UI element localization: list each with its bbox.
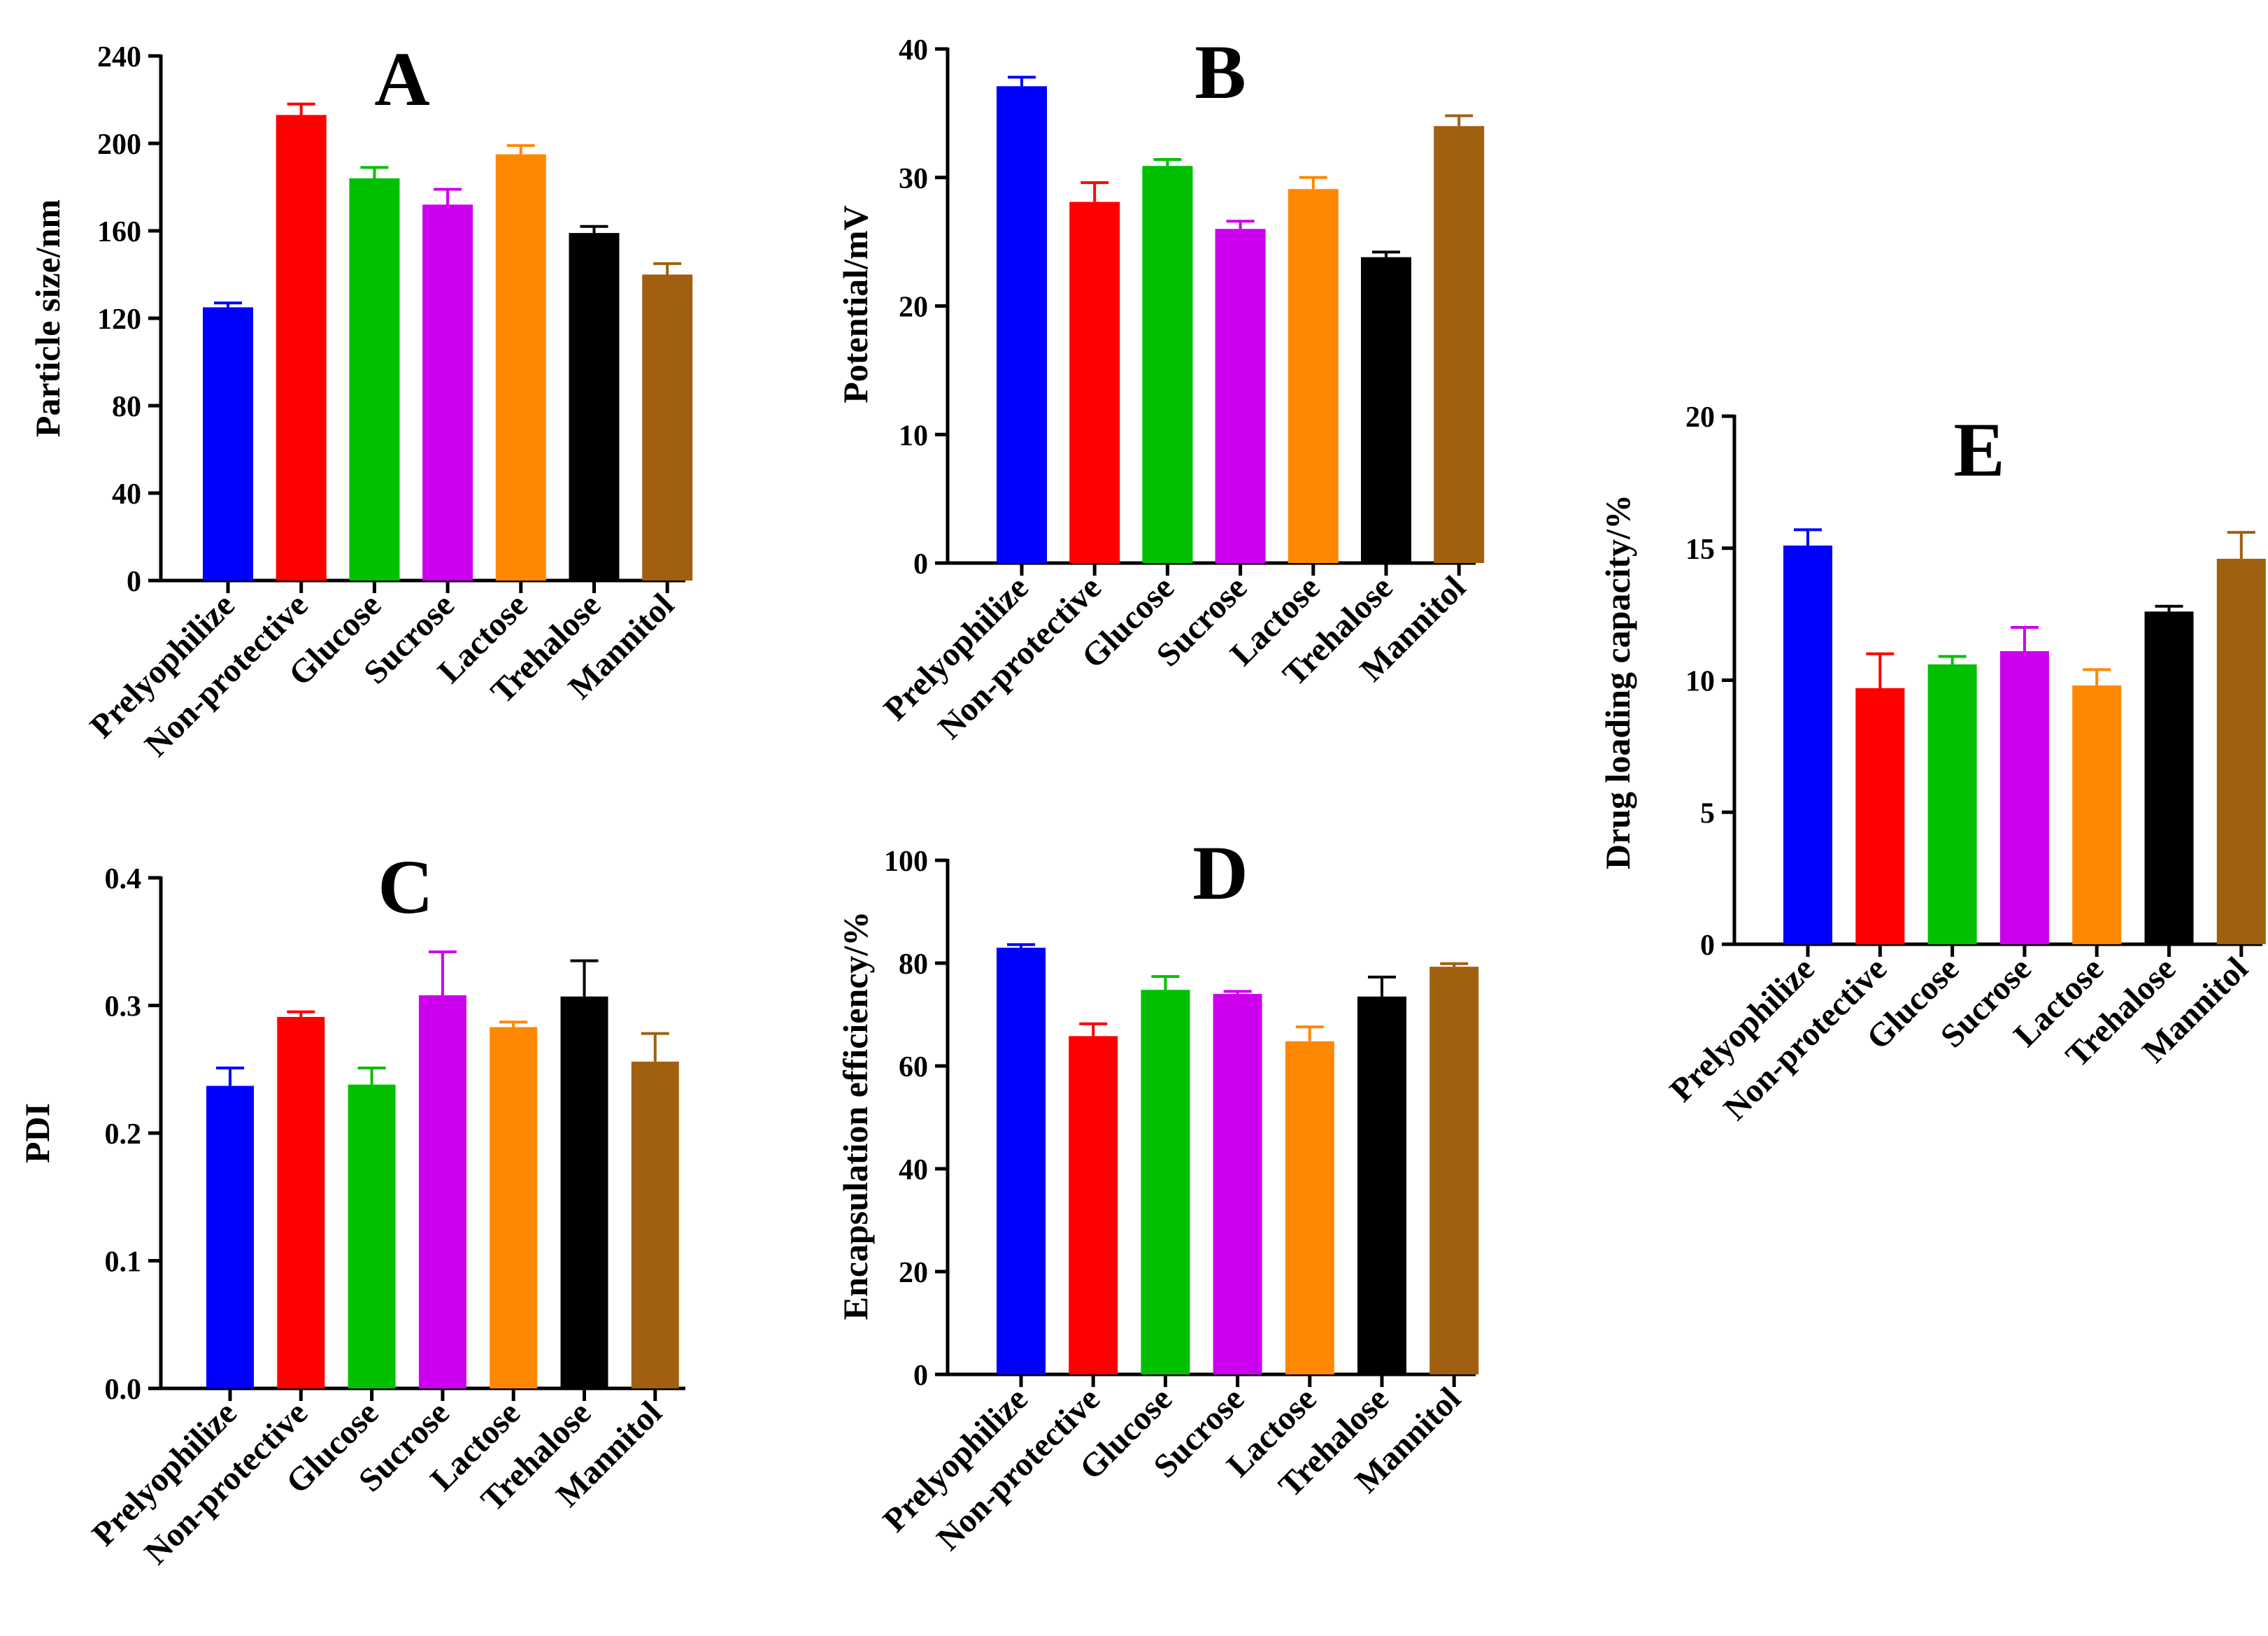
y-tick-label: 200 (97, 129, 141, 161)
bar-non-protective (1069, 1036, 1118, 1374)
bar-lactose (490, 1027, 538, 1388)
bar-glucose (1142, 166, 1193, 563)
y-tick-label: 60 (899, 1051, 928, 1083)
panel-letter-c: C (378, 844, 433, 930)
bar-prelyophilize (997, 947, 1046, 1374)
y-tick-label: 0 (1700, 930, 1715, 962)
panel-letter-e: E (1953, 407, 2004, 492)
y-tick-label: 40 (899, 1154, 928, 1186)
y-tick-label: 40 (112, 478, 141, 511)
y-tick-label: 40 (899, 34, 928, 66)
bar-sucrose (1999, 650, 2049, 944)
y-axis-title: Potential/mV (836, 205, 875, 403)
y-tick-label: 120 (97, 304, 141, 336)
bar-lactose (495, 154, 546, 581)
bar-non-protective (1069, 201, 1120, 564)
bar-non-protective (277, 1016, 325, 1388)
y-tick-label: 80 (899, 948, 928, 981)
bar-mannitol (631, 1061, 679, 1388)
bar-glucose (349, 178, 400, 581)
bar-prelyophilize (1783, 545, 1832, 944)
bar-sucrose (1213, 994, 1262, 1374)
chart-panel-c: CPDI0.00.10.20.30.4PrelyophilizeNon-prot… (17, 844, 685, 1572)
y-tick-label: 5 (1700, 797, 1715, 830)
y-axis-title: Encapsulation efficiency/% (836, 911, 875, 1321)
y-tick-label: 0.0 (105, 1374, 142, 1406)
panel-letter-b: B (1194, 29, 1246, 115)
bar-prelyophilize (997, 86, 1047, 564)
y-tick-label: 20 (899, 1257, 928, 1289)
bar-lactose (1285, 1041, 1334, 1374)
bar-sucrose (422, 204, 473, 581)
y-tick-label: 20 (1685, 401, 1715, 434)
y-tick-label: 10 (1685, 666, 1715, 698)
bar-lactose (2072, 685, 2122, 944)
bar-glucose (348, 1084, 396, 1388)
y-tick-label: 15 (1685, 534, 1715, 566)
bar-prelyophilize (206, 1086, 254, 1388)
bar-trehalose (2144, 611, 2194, 944)
bar-mannitol (1429, 967, 1479, 1374)
bar-non-protective (1855, 688, 1905, 944)
panel-letter-d: D (1192, 830, 1248, 916)
chart-panel-b: BPotential/mV010203040PrelyophilizeNon-p… (836, 29, 1485, 746)
y-tick-label: 0.1 (105, 1246, 142, 1279)
bar-mannitol (1434, 126, 1485, 563)
bar-trehalose (560, 996, 608, 1388)
bar-glucose (1141, 990, 1190, 1374)
bar-trehalose (569, 233, 620, 581)
bar-glucose (1927, 664, 1977, 944)
bar-lactose (1288, 189, 1339, 564)
y-tick-label: 160 (97, 216, 141, 248)
bar-trehalose (1357, 996, 1406, 1374)
y-tick-label: 0.2 (105, 1118, 142, 1151)
y-tick-label: 80 (112, 391, 141, 423)
bar-trehalose (1361, 257, 1411, 563)
bar-prelyophilize (203, 307, 253, 581)
y-tick-label: 20 (899, 292, 928, 324)
y-tick-label: 240 (97, 41, 141, 73)
bar-sucrose (418, 995, 466, 1388)
bar-mannitol (642, 274, 693, 581)
y-axis-title: PDI (17, 1103, 57, 1163)
y-tick-label: 10 (899, 420, 928, 452)
bar-non-protective (276, 115, 327, 581)
bar-mannitol (2216, 558, 2266, 944)
y-tick-label: 100 (884, 846, 928, 878)
y-tick-label: 0 (913, 548, 928, 581)
y-tick-label: 0.3 (105, 991, 142, 1023)
y-axis-title: Drug loading capacity/% (1598, 495, 1637, 869)
y-tick-label: 30 (899, 163, 928, 195)
y-tick-label: 0 (127, 566, 141, 598)
y-tick-label: 0.4 (105, 863, 142, 895)
panel-letter-a: A (374, 36, 429, 122)
bar-sucrose (1215, 229, 1266, 563)
y-tick-label: 0 (913, 1360, 928, 1392)
y-axis-title: Particle size/nm (28, 199, 67, 437)
